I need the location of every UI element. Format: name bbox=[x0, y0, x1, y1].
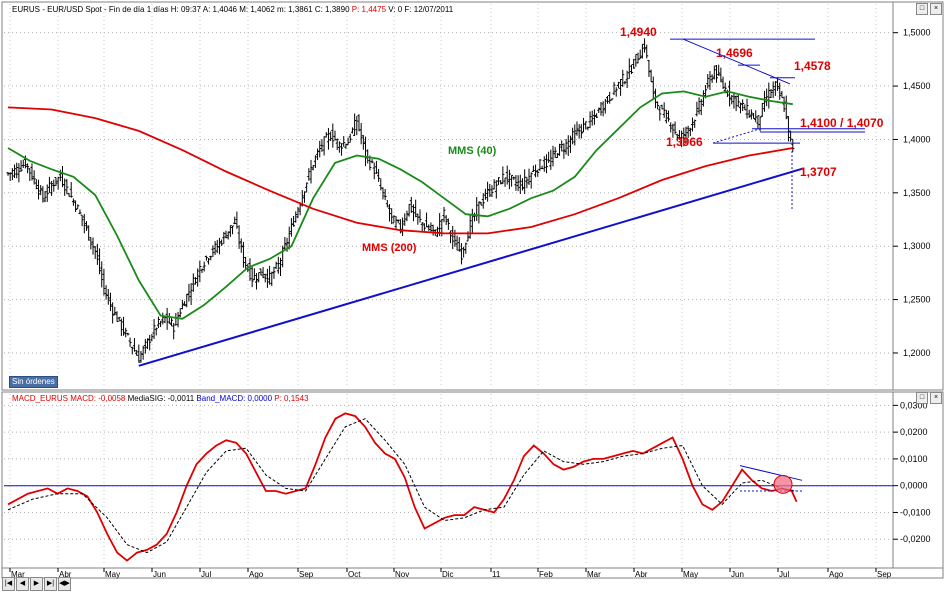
main-header: EURUS - EUR/USD Spot - Fin de día 1 días… bbox=[12, 5, 454, 14]
main-panel-controls: □ × bbox=[916, 3, 942, 15]
x-tick-label: Mar bbox=[587, 570, 601, 579]
macd-name: MACD_EURUS bbox=[12, 394, 69, 403]
no-orders-badge[interactable]: Sin órdenes bbox=[9, 376, 58, 388]
x-tick-label: Abr bbox=[635, 570, 648, 579]
y-tick-label: 0,0000 bbox=[900, 481, 928, 491]
highlight-circle bbox=[773, 474, 793, 494]
macd-band: Band_MACD: 0,0000 bbox=[196, 394, 273, 403]
main-lines bbox=[7, 90, 804, 367]
header-p: P: 1,4475 bbox=[351, 5, 387, 14]
maximize-icon[interactable]: □ bbox=[916, 392, 928, 404]
y-tick-label: 1,2000 bbox=[903, 348, 931, 358]
x-tick-label: Jul bbox=[779, 570, 789, 579]
macd-series-macd bbox=[7, 412, 798, 562]
nav-zoom-button[interactable]: ◀▶ bbox=[58, 577, 71, 591]
macd-lines bbox=[4, 412, 893, 562]
y-tick-label: 1,3500 bbox=[903, 188, 931, 198]
nav-prev-button[interactable]: ◀ bbox=[16, 577, 29, 591]
x-tick-label: Ago bbox=[829, 570, 844, 579]
y-tick-label: 1,3000 bbox=[903, 241, 931, 251]
y-tick-label: 0,0200 bbox=[900, 427, 928, 437]
x-tick-label: Jun bbox=[153, 570, 166, 579]
main-grid bbox=[4, 4, 893, 388]
macd-sig: MediaSIG: -0,0011 bbox=[127, 394, 195, 403]
y-tick-label: -0,0100 bbox=[900, 507, 931, 517]
series-label: MMS (200) bbox=[362, 242, 417, 254]
annotation-label: 1,4940 bbox=[620, 25, 657, 39]
x-tick-label: Mar bbox=[11, 570, 25, 579]
close-icon[interactable]: × bbox=[930, 3, 942, 15]
x-tick-label: Feb bbox=[539, 570, 553, 579]
y-tick-label: 1,5000 bbox=[903, 28, 931, 38]
symbol: EURUS bbox=[12, 5, 41, 14]
x-tick-label: Nov bbox=[395, 570, 409, 579]
macd-grid bbox=[4, 394, 893, 566]
nav-last-button[interactable]: ▶| bbox=[44, 577, 57, 591]
y-tick-label: 1,4500 bbox=[903, 81, 931, 91]
x-tick-label: Ago bbox=[249, 570, 264, 579]
time-axis-frame bbox=[1, 567, 944, 579]
series-mms-200- bbox=[7, 106, 793, 235]
annotation-label: 1,3707 bbox=[800, 165, 837, 179]
x-tick-label: Sep bbox=[299, 570, 314, 579]
divergence-line bbox=[739, 465, 803, 481]
header-desc: EUR/USD Spot - Fin de día 1 días H: 09:3… bbox=[47, 5, 350, 14]
reference-line bbox=[682, 38, 791, 85]
y-tick-label: -0,0200 bbox=[900, 534, 931, 544]
nav-next-button[interactable]: ▶ bbox=[30, 577, 43, 591]
annotation-label: 1,4578 bbox=[794, 59, 831, 73]
macd-header: MACD_EURUS MACD: -0,0058 MediaSIG: -0,00… bbox=[12, 394, 309, 403]
annotations: 1,4940 1,4696 1,4578 1,4100 / 1,4070 1,3966 1… bbox=[362, 25, 884, 254]
y-tick-labels: 1,2000 1,2500 1,3000 1,3500 1,4000 1,4500 1,50… bbox=[893, 28, 931, 544]
annotation-label: 1,4100 / 1,4070 bbox=[800, 116, 884, 130]
maximize-icon[interactable]: □ bbox=[916, 3, 928, 15]
x-tick-label: Dic bbox=[442, 570, 454, 579]
macd-panel-controls: □ × bbox=[916, 392, 942, 404]
x-tick-label: Jun bbox=[731, 570, 744, 579]
candles bbox=[6, 38, 795, 363]
macd-p: P: 0,1543 bbox=[274, 394, 309, 403]
navigation-bar: |◀ ◀ ▶ ▶| ◀▶ bbox=[2, 577, 71, 591]
x-tick-label: May bbox=[105, 570, 120, 579]
annotation-label: 1,4696 bbox=[716, 46, 753, 60]
y-tick-label: 1,4000 bbox=[903, 134, 931, 144]
x-tick-label: Abr bbox=[59, 570, 72, 579]
x-tick-label: Oct bbox=[348, 570, 361, 579]
close-icon[interactable]: × bbox=[930, 392, 942, 404]
x-tick-label: Jul bbox=[201, 570, 211, 579]
series-label: MMS (40) bbox=[448, 145, 497, 157]
macd-value: MACD: -0,0058 bbox=[70, 394, 126, 403]
x-tick-label: May bbox=[683, 570, 698, 579]
y-tick-label: 1,2500 bbox=[903, 295, 931, 305]
nav-first-button[interactable]: |◀ bbox=[2, 577, 15, 591]
annotation-label: 1,3966 bbox=[666, 135, 703, 149]
reference-line bbox=[712, 128, 761, 144]
series-mms-40- bbox=[7, 90, 793, 320]
y-tick-label: 0,0300 bbox=[900, 400, 928, 410]
x-tick-label: 11 bbox=[492, 570, 501, 579]
x-tick-label: Sep bbox=[877, 570, 892, 579]
series-trendline bbox=[138, 167, 804, 367]
header-rest: V: 0 F: 12/07/2011 bbox=[388, 5, 454, 14]
y-tick-label: 0,0100 bbox=[900, 454, 928, 464]
x-tick-labels: Mar Abr May Jun Jul Ago Sep Oct Nov Dic 11 Feb Mar Ab… bbox=[9, 568, 892, 579]
